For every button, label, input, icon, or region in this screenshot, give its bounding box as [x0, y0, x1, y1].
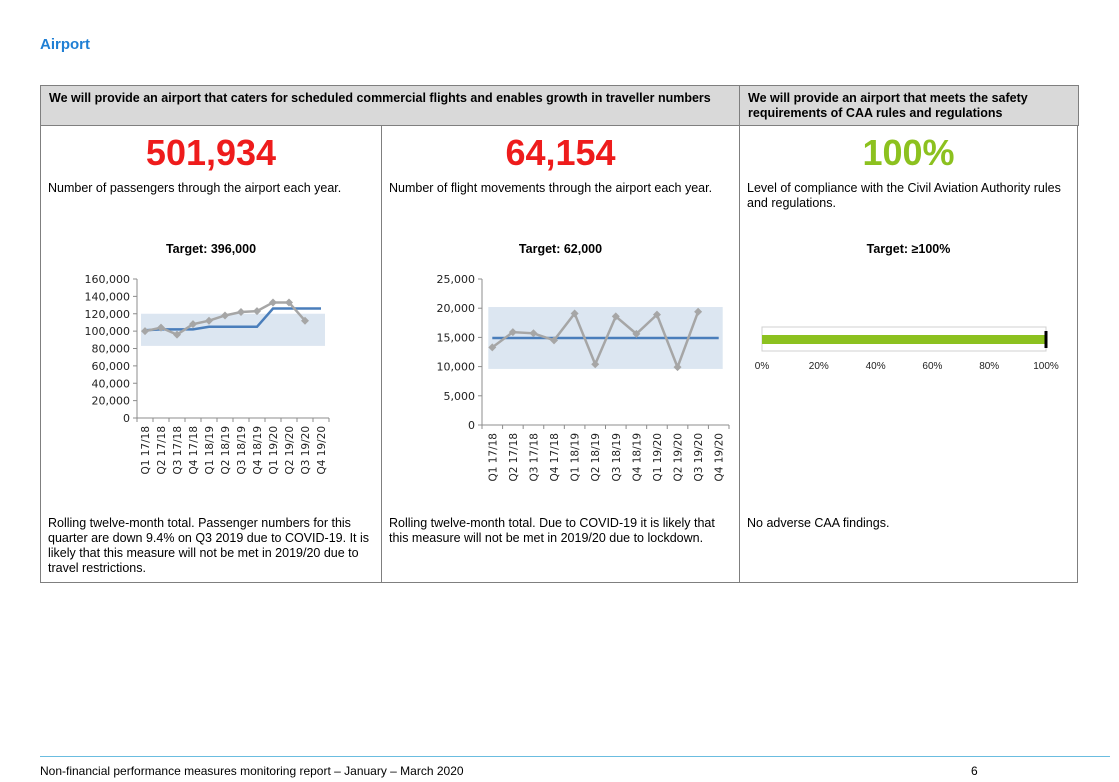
compliance-value: 100% — [862, 132, 955, 173]
header-growth: We will provide an airport that caters f… — [40, 85, 740, 126]
flights-x-tick-label: Q4 17/18 — [549, 433, 561, 482]
footer-text: Non-financial performance measures monit… — [40, 764, 464, 778]
passengers-actual-point — [301, 316, 309, 325]
flights-y-tick-label: 10,000 — [437, 361, 476, 374]
flights-y-tick-label: 0 — [468, 419, 475, 432]
passengers-x-tick-label: Q4 18/19 — [252, 426, 264, 475]
flights-actual-point — [508, 328, 517, 337]
flights-x-tick-label: Q3 18/19 — [611, 433, 623, 482]
flights-x-tick-label: Q2 19/20 — [673, 433, 685, 482]
passengers-y-tick-label: 120,000 — [85, 308, 131, 321]
passengers-description: Number of passengers through the airport… — [48, 181, 342, 195]
flights-actual-point — [550, 336, 559, 345]
compliance-target-marker — [1044, 331, 1048, 348]
flights-x-tick-label: Q2 17/18 — [508, 433, 520, 482]
passengers-x-tick-label: Q4 19/20 — [316, 426, 328, 475]
flights-value: 64,154 — [505, 132, 616, 173]
passengers-x-tick-label: Q2 19/20 — [284, 426, 296, 475]
flights-target: Target: 62,000 — [518, 242, 603, 256]
compliance-x-tick-label: 0% — [755, 361, 770, 372]
flights-y-tick-label: 25,000 — [437, 273, 476, 286]
passengers-y-tick-label: 100,000 — [85, 325, 131, 338]
flights-x-tick-label: Q1 19/20 — [652, 433, 664, 482]
flights-y-tick-label: 5,000 — [444, 390, 476, 403]
passengers-actual-point — [221, 311, 229, 320]
passengers-x-tick-label: Q3 17/18 — [172, 426, 184, 475]
passengers-y-tick-label: 160,000 — [85, 273, 131, 286]
passengers-y-tick-label: 40,000 — [92, 377, 131, 390]
flights-y-tick-label: 20,000 — [437, 302, 476, 315]
passengers-y-tick-label: 20,000 — [92, 395, 131, 408]
header-safety: We will provide an airport that meets th… — [739, 85, 1079, 126]
passengers-x-tick-label: Q1 19/20 — [268, 426, 280, 475]
flights-x-tick-label: Q1 17/18 — [487, 433, 499, 482]
passengers-x-tick-label: Q3 18/19 — [236, 426, 248, 475]
passengers-y-tick-label: 0 — [123, 412, 130, 425]
passengers-x-tick-label: Q1 18/19 — [204, 426, 216, 475]
flights-actual-point — [632, 329, 641, 338]
compliance-x-tick-label: 100% — [1033, 361, 1059, 372]
flights-actual-point — [529, 329, 538, 338]
flights-chart: 25,000 20,000 15,000 10,000 5,000 0 Q1 17/18 Q2… — [437, 273, 730, 482]
passengers-actual-point — [253, 307, 261, 316]
measure-compliance: 100% Level of compliance with the Civil … — [739, 126, 1077, 582]
footer-divider — [40, 756, 1110, 757]
passengers-x-tick-label: Q1 17/18 — [140, 426, 152, 475]
flights-actual-point — [652, 310, 661, 319]
compliance-note: No adverse CAA findings. — [747, 516, 890, 530]
flights-actual-point — [694, 307, 703, 316]
flights-x-tick-label: Q1 18/19 — [570, 433, 582, 482]
flights-actual-point — [570, 309, 579, 318]
passengers-x-tick-label: Q4 17/18 — [188, 426, 200, 475]
flights-x-tick-label: Q4 19/20 — [714, 433, 726, 482]
passengers-y-tick-label: 80,000 — [92, 343, 131, 356]
passengers-actual-point — [237, 308, 245, 317]
flights-actual-point — [591, 360, 600, 369]
compliance-x-tick-label: 60% — [922, 361, 942, 372]
section-title: Airport — [40, 36, 90, 53]
compliance-description: Level of compliance with the Civil Aviat… — [747, 181, 1061, 210]
compliance-x-tick-label: 40% — [866, 361, 886, 372]
passengers-x-tick-label: Q2 18/19 — [220, 426, 232, 475]
passengers-target-line — [144, 307, 321, 332]
page-number: 6 — [971, 764, 978, 778]
passengers-value: 501,934 — [145, 132, 277, 173]
flights-x-tick-label: Q3 19/20 — [693, 433, 705, 482]
flights-note: Rolling twelve-month total. Due to COVID… — [389, 516, 715, 545]
passengers-actual-point — [205, 316, 213, 325]
passengers-actual-point — [189, 320, 197, 329]
flights-x-tick-label: Q3 17/18 — [528, 433, 540, 482]
flights-y-tick-label: 15,000 — [437, 331, 476, 344]
passengers-actual-point — [173, 330, 181, 339]
flights-actual-point — [673, 363, 682, 372]
passengers-actual-point — [157, 323, 165, 332]
compliance-target: Target: ≥100% — [866, 242, 951, 256]
compliance-x-tick-label: 20% — [809, 361, 829, 372]
measure-passengers: 501,934 Number of passengers through the… — [40, 126, 381, 582]
compliance-x-tick-label: 80% — [979, 361, 999, 372]
passengers-actual-point — [285, 298, 293, 307]
passengers-actual-point — [269, 298, 277, 307]
passengers-x-tick-label: Q2 17/18 — [156, 426, 168, 475]
passengers-y-tick-label: 140,000 — [85, 290, 131, 303]
passengers-actual-point — [141, 327, 149, 336]
flights-description: Number of flight movements through the a… — [389, 181, 713, 195]
flights-actual-point — [611, 312, 620, 321]
measures-table: We will provide an airport that caters f… — [40, 85, 1079, 583]
passengers-note: Rolling twelve-month total. Passenger nu… — [48, 516, 370, 575]
flights-x-tick-label: Q4 18/19 — [631, 433, 643, 482]
passengers-chart: 160,000 140,000 120,000 100,000 80,000 60,000… — [85, 273, 330, 475]
passengers-target: Target: 396,000 — [165, 242, 257, 256]
flights-actual-point — [488, 343, 497, 352]
compliance-chart: 0% 20% 40% 60% 80% 100% — [755, 326, 1059, 372]
compliance-bar — [762, 335, 1046, 344]
measure-flights: 64,154 Number of flight movements throug… — [381, 126, 739, 582]
passengers-x-tick-label: Q3 19/20 — [300, 426, 312, 475]
passengers-y-tick-label: 60,000 — [92, 360, 131, 373]
flights-x-tick-label: Q2 18/19 — [590, 433, 602, 482]
